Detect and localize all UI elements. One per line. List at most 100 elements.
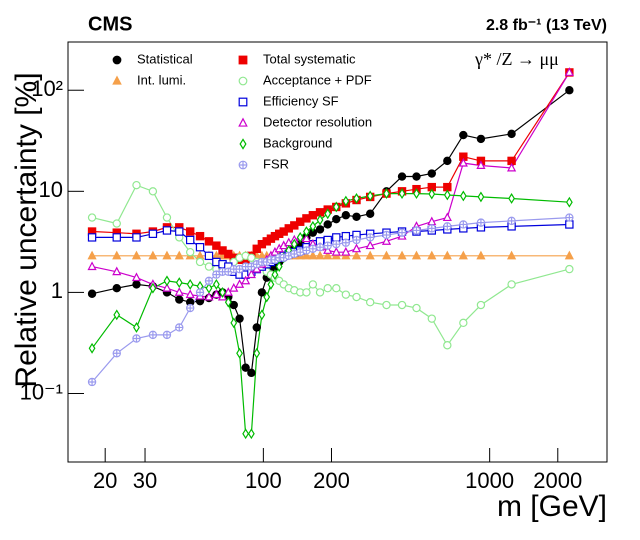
legend-marker	[238, 97, 248, 107]
marker	[162, 250, 172, 260]
marker	[458, 157, 468, 167]
marker	[411, 250, 422, 260]
marker	[397, 228, 407, 237]
marker	[506, 250, 517, 260]
plot-frame	[67, 41, 608, 463]
marker	[428, 188, 436, 200]
legend-marker	[238, 117, 248, 127]
marker	[174, 250, 184, 260]
marker	[565, 86, 574, 95]
marker	[87, 233, 97, 242]
chart-title: CMS	[88, 13, 132, 35]
marker	[315, 288, 325, 297]
marker	[382, 300, 391, 310]
marker	[112, 349, 121, 358]
marker	[351, 243, 362, 253]
marker	[316, 214, 324, 226]
marker	[148, 229, 158, 238]
marker	[352, 212, 361, 221]
legend-marker	[238, 76, 248, 86]
marker	[163, 275, 171, 287]
marker	[323, 241, 332, 250]
marker	[308, 250, 318, 260]
marker	[185, 235, 195, 245]
marker	[442, 212, 452, 222]
marker	[271, 269, 279, 281]
legend-marker	[238, 55, 248, 65]
marker	[443, 156, 452, 166]
marker	[564, 67, 574, 76]
marker	[315, 250, 325, 260]
marker	[397, 172, 407, 181]
marker	[252, 323, 261, 332]
marker	[204, 291, 214, 301]
marker	[235, 264, 244, 274]
marker	[246, 269, 256, 279]
marker	[162, 330, 172, 340]
marker	[204, 237, 214, 246]
marker	[398, 188, 406, 200]
y-tick-label: 10²	[31, 76, 63, 101]
marker	[341, 238, 351, 247]
legend-label: Int. lumi.	[137, 72, 186, 87]
marker	[162, 282, 172, 292]
marker	[309, 220, 317, 232]
marker	[564, 250, 574, 260]
marker	[459, 190, 467, 202]
marker	[247, 428, 255, 440]
legend-marker	[112, 75, 122, 85]
marker	[397, 250, 407, 260]
annotation: γ* /Z → μμ	[474, 49, 559, 69]
y-tick-label: 1	[51, 278, 63, 303]
marker	[149, 282, 157, 294]
x-tick-label: 1000	[465, 468, 514, 493]
marker	[235, 314, 244, 323]
marker	[236, 347, 243, 359]
marker	[175, 277, 183, 289]
marker	[112, 250, 122, 260]
legend-label: Detector resolution	[263, 114, 372, 129]
marker	[148, 250, 158, 260]
marker	[331, 246, 341, 256]
legend-label: Total systematic	[263, 51, 356, 66]
marker	[87, 213, 97, 222]
marker	[383, 188, 390, 200]
marker	[204, 262, 214, 271]
marker	[185, 247, 195, 257]
marker	[175, 227, 184, 236]
marker	[565, 220, 574, 229]
marker	[252, 244, 261, 253]
legend-label: Efficiency SF	[263, 93, 339, 108]
marker	[381, 250, 392, 260]
marker	[113, 309, 121, 321]
marker	[195, 288, 205, 297]
marker	[218, 267, 227, 276]
marker	[148, 187, 158, 196]
marker	[241, 262, 250, 271]
marker	[230, 317, 238, 329]
marker	[427, 224, 436, 233]
marker	[212, 241, 221, 250]
marker	[315, 225, 325, 234]
legend-marker	[239, 138, 247, 150]
marker	[175, 295, 184, 304]
marker	[131, 250, 142, 260]
marker	[174, 287, 184, 296]
marker	[381, 236, 392, 245]
marker	[342, 195, 350, 207]
x-axis-label: m [GeV]	[497, 490, 607, 523]
marker	[332, 214, 341, 224]
marker	[185, 303, 195, 313]
marker	[341, 246, 351, 256]
marker	[351, 250, 362, 260]
marker	[476, 134, 486, 144]
marker	[87, 377, 97, 387]
x-tick-label: 30	[133, 468, 157, 493]
marker	[301, 233, 312, 243]
marker	[195, 231, 205, 241]
marker	[267, 278, 275, 290]
marker	[132, 233, 141, 242]
legend-label: Background	[263, 135, 332, 150]
marker	[459, 130, 468, 140]
